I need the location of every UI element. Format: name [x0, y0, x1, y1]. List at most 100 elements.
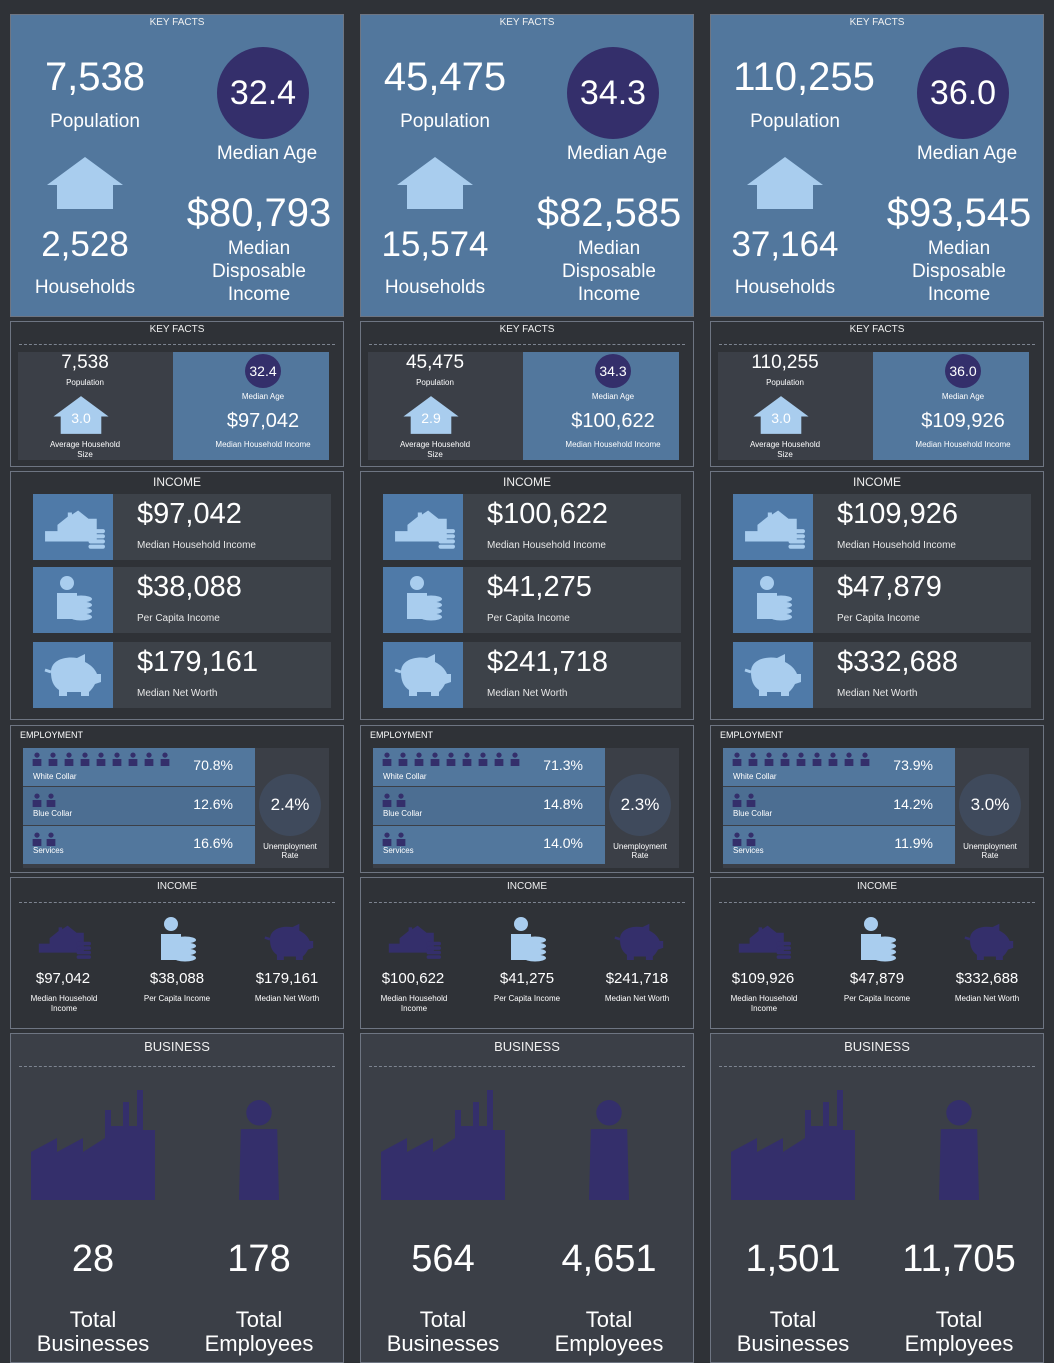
total-employees-value: 11,705 — [902, 1238, 1016, 1280]
population-label: Population — [400, 111, 490, 132]
services-value: 16.6% — [193, 835, 233, 851]
employment-panel: EMPLOYMENT White Collar 73.9% Blue Colla… — [710, 725, 1044, 873]
blue-collar-value: 14.2% — [893, 796, 933, 812]
area-column-1: KEY FACTS 7,538 Population 32.4 Median A… — [10, 0, 344, 1363]
worker-icon — [779, 752, 791, 766]
employment-panel: EMPLOYMENT White Collar 71.3% Blue Colla… — [360, 725, 694, 873]
white-collar-label: White Collar — [33, 772, 77, 781]
white-collar-label: White Collar — [383, 772, 427, 781]
avg-household-size-label: Average Household Size — [49, 440, 121, 459]
median-age-circle: 32.4 — [217, 47, 309, 139]
median-household-income-label: Median Household Income — [30, 994, 98, 1013]
worker-icons — [731, 752, 871, 766]
white-collar-row: White Collar 71.3% — [373, 748, 605, 786]
blue-collar-row: Blue Collar 12.6% — [23, 787, 255, 825]
panel-title: EMPLOYMENT — [370, 730, 434, 740]
per-capita-income-label: Per Capita Income — [137, 613, 220, 624]
worker-icon — [143, 752, 155, 766]
worker-icon — [111, 752, 123, 766]
key-facts-panel: KEY FACTS 45,475 Population 34.3 Median … — [360, 14, 694, 317]
total-employees-value: 4,651 — [561, 1238, 657, 1280]
median-age-circle: 34.3 — [595, 354, 631, 388]
median-net-worth-label: Median Net Worth — [137, 688, 218, 699]
services-value: 11.9% — [894, 835, 933, 851]
median-age-label: Median Age — [241, 392, 285, 401]
total-businesses-label: Total Businesses — [736, 1307, 850, 1356]
panel-title: BUSINESS — [494, 1039, 560, 1054]
median-age-label: Median Age — [916, 143, 1018, 164]
worker-icon — [31, 793, 43, 807]
median-household-income-value: $100,622 — [381, 970, 445, 987]
unemployment-rate-circle: 2.4% — [259, 774, 321, 836]
person-coins-icon — [857, 916, 897, 964]
total-businesses-value: 28 — [71, 1238, 115, 1280]
worker-icon — [843, 752, 855, 766]
worker-icon — [731, 752, 743, 766]
median-household-income-value: $97,042 — [226, 410, 300, 432]
per-capita-income-label: Per Capita Income — [843, 994, 911, 1003]
worker-icon — [859, 752, 871, 766]
worker-icon — [395, 793, 407, 807]
avg-household-size-label: Average Household Size — [399, 440, 471, 459]
worker-icon — [45, 832, 57, 846]
worker-icon — [395, 832, 407, 846]
median-household-income-label: Median Household Income — [837, 540, 956, 551]
services-label: Services — [33, 846, 64, 855]
worker-icon — [731, 832, 743, 846]
business-panel: BUSINESS 28 178 Total Businesses Total Emp… — [10, 1033, 344, 1363]
median-age-circle: 36.0 — [945, 354, 981, 388]
white-collar-value: 73.9% — [893, 757, 933, 773]
key-facts-right-card: 36.0 Median Age $109,926 Median Househol… — [873, 352, 1029, 460]
worker-icon — [95, 752, 107, 766]
median-disposable-income-value: $93,545 — [886, 191, 1032, 235]
households-label: Households — [34, 277, 136, 298]
key-facts-right-card: 32.4 Median Age $97,042 Median Household… — [173, 352, 329, 460]
employment-panel: EMPLOYMENT White Collar 70.8% Blue Colla… — [10, 725, 344, 873]
population-label: Population — [750, 111, 840, 132]
worker-icon — [827, 752, 839, 766]
worker-icon — [397, 752, 409, 766]
median-net-worth-value: $332,688 — [837, 646, 958, 678]
median-household-income-label: Median Household Income — [915, 440, 1011, 449]
population-label: Population — [50, 111, 140, 132]
worker-icon — [461, 752, 473, 766]
population-value: 7,538 — [61, 352, 109, 373]
services-value: 14.0% — [543, 835, 583, 851]
house-icon — [395, 155, 475, 211]
income-card-household: $100,622 Median Household Income — [383, 494, 681, 560]
households-label: Households — [384, 277, 486, 298]
median-net-worth-label: Median Net Worth — [837, 688, 918, 699]
piggy-bank-icon — [263, 922, 315, 960]
piggy-bank-icon — [43, 652, 103, 696]
panel-title: KEY FACTS — [149, 324, 205, 335]
median-disposable-income-value: $80,793 — [186, 191, 332, 235]
per-capita-income-value: $47,879 — [837, 571, 942, 603]
blue-collar-value: 14.8% — [543, 796, 583, 812]
worker-icon — [127, 752, 139, 766]
panel-title: KEY FACTS — [849, 324, 905, 335]
households-value: 2,528 — [41, 225, 129, 264]
per-capita-income-value: $38,088 — [149, 970, 205, 987]
income-summary-panel: INCOME $97,042 $38,088 $179,161 Median H… — [10, 877, 344, 1029]
unemployment-rate-circle: 3.0% — [959, 774, 1021, 836]
house-coins-icon — [37, 920, 91, 960]
income-summary-panel: INCOME $100,622 $41,275 $241,718 Median … — [360, 877, 694, 1029]
panel-title: BUSINESS — [144, 1039, 210, 1054]
area-column-3: KEY FACTS 110,255 Population 36.0 Median… — [710, 0, 1044, 1363]
median-disposable-income-label: Median Disposable Income — [562, 238, 656, 305]
factory-icon — [381, 1090, 505, 1200]
per-capita-income-value: $41,275 — [487, 571, 592, 603]
total-employees-label: Total Employees — [554, 1307, 664, 1356]
panel-title: KEY FACTS — [149, 17, 205, 28]
median-household-income-label: Median Household Income — [487, 540, 606, 551]
population-value: 45,475 — [405, 352, 465, 373]
income-card-net-worth: $241,718 Median Net Worth — [383, 642, 681, 708]
income-card-per-capita: $38,088 Per Capita Income — [33, 567, 331, 633]
panel-title: INCOME — [503, 475, 551, 489]
worker-icon — [763, 752, 775, 766]
population-label: Population — [66, 378, 104, 387]
median-net-worth-value: $179,161 — [255, 970, 319, 987]
households-value: 15,574 — [381, 225, 489, 264]
median-household-income-value: $97,042 — [137, 498, 242, 530]
key-facts-left-card: 110,255 Population 3.0 Average Household… — [718, 352, 873, 460]
